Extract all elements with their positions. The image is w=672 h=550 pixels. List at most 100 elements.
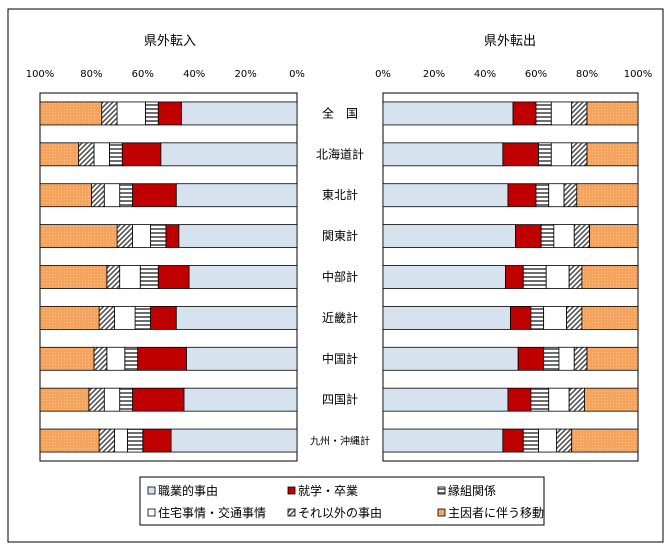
- bar-job: [382, 183, 509, 208]
- legend-swatch-adoption: [437, 486, 446, 495]
- bar-job: [170, 428, 298, 453]
- bar-job: [178, 224, 298, 249]
- bar-follow: [581, 305, 639, 330]
- bar-job: [175, 305, 298, 330]
- bar-other: [101, 101, 118, 126]
- bar-adoption: [144, 101, 159, 126]
- category-label: 近畿計: [322, 310, 358, 325]
- bar-school: [507, 387, 532, 412]
- bar-adoption: [134, 305, 151, 330]
- bar-school: [510, 305, 532, 330]
- bar-job: [188, 265, 298, 289]
- bar-follow: [586, 346, 639, 371]
- tick-label: 40%: [183, 69, 205, 80]
- bar-follow: [571, 428, 639, 453]
- bar-housing: [550, 142, 573, 167]
- bar-school: [121, 142, 162, 167]
- legend-swatch-housing: [147, 508, 156, 517]
- bar-job: [180, 101, 298, 126]
- bar-housing: [550, 101, 573, 126]
- bar-adoption: [535, 101, 552, 126]
- bar-other: [571, 101, 588, 126]
- bar-housing: [119, 265, 141, 289]
- bar-housing: [106, 346, 126, 371]
- bar-school: [142, 428, 172, 453]
- bar-school: [502, 142, 539, 167]
- category-label: 全 国: [322, 105, 358, 120]
- bar-job: [382, 142, 504, 167]
- tick-label: 20%: [234, 69, 256, 80]
- bar-adoption: [522, 428, 539, 453]
- bar-other: [573, 346, 588, 371]
- bar-job: [382, 224, 517, 249]
- bar-housing: [538, 428, 557, 453]
- bar-other: [573, 224, 590, 249]
- bar-other: [563, 183, 578, 208]
- bar-school: [157, 101, 182, 126]
- legend-label-follow: 主因者に伴う移動: [448, 506, 544, 520]
- tick-label: 0%: [375, 69, 391, 80]
- bar-school: [502, 428, 524, 453]
- bar-follow: [589, 224, 639, 249]
- bar-other: [98, 305, 115, 330]
- bar-follow: [39, 346, 95, 371]
- bar-follow: [576, 183, 639, 208]
- panel-in: 県外転入 100% 80% 60% 40% 20% 0%: [26, 34, 305, 462]
- bar-job: [183, 387, 298, 412]
- bar-other: [78, 142, 95, 167]
- bar-job: [382, 305, 511, 330]
- category-label: 中部計: [322, 269, 358, 284]
- bar-job: [382, 346, 519, 371]
- bar-job: [382, 101, 514, 126]
- bar-other: [571, 142, 588, 167]
- bar-adoption: [108, 142, 123, 167]
- bar-other: [566, 305, 583, 330]
- panel-out: 県外転出 0% 20% 40% 60% 80% 100%: [375, 34, 652, 462]
- bar-follow: [39, 101, 103, 126]
- category-label: 中国計: [322, 351, 358, 366]
- legend-label-school: 就学・卒業: [298, 483, 358, 498]
- bar-other: [106, 265, 121, 289]
- bar-housing: [545, 265, 570, 289]
- legend-swatch-job: [147, 486, 156, 495]
- category-label: 四国計: [322, 392, 358, 407]
- legend-box: [139, 476, 545, 526]
- panel-title: 県外転入: [144, 34, 196, 49]
- bar-follow: [39, 265, 108, 289]
- bar-housing: [553, 224, 575, 249]
- bar-school: [517, 346, 545, 371]
- bar-adoption: [119, 387, 133, 412]
- bar-other: [91, 183, 105, 208]
- tick-label: 60%: [132, 69, 154, 80]
- legend-swatch-other: [287, 508, 296, 517]
- legend-label-job: 職業的事由: [158, 483, 218, 498]
- bar-job: [382, 428, 504, 453]
- bar-housing: [543, 305, 568, 330]
- bar-follow: [39, 305, 100, 330]
- bar-other: [93, 346, 108, 371]
- bar-housing: [116, 101, 146, 126]
- tick-label: 80%: [80, 69, 102, 80]
- bar-follow: [586, 142, 639, 167]
- category-label: 関東計: [322, 228, 358, 243]
- bar-follow: [39, 224, 118, 249]
- bar-adoption: [543, 346, 560, 371]
- bar-other: [116, 224, 133, 249]
- tick-label: 80%: [576, 69, 598, 80]
- bar-other: [98, 428, 115, 453]
- bar-follow: [39, 387, 90, 412]
- bar-housing: [548, 183, 565, 208]
- legend-label-other: それ以外の事由: [298, 506, 382, 520]
- bar-housing: [114, 305, 136, 330]
- bar-school: [165, 224, 180, 249]
- bar-adoption: [538, 142, 552, 167]
- bar-school: [132, 183, 177, 208]
- bar-adoption: [139, 265, 159, 289]
- bar-school: [157, 265, 190, 289]
- category-label: 東北計: [322, 187, 358, 202]
- tick-label: 20%: [423, 69, 445, 80]
- tick-label: 100%: [26, 69, 55, 80]
- bar-housing: [93, 142, 110, 167]
